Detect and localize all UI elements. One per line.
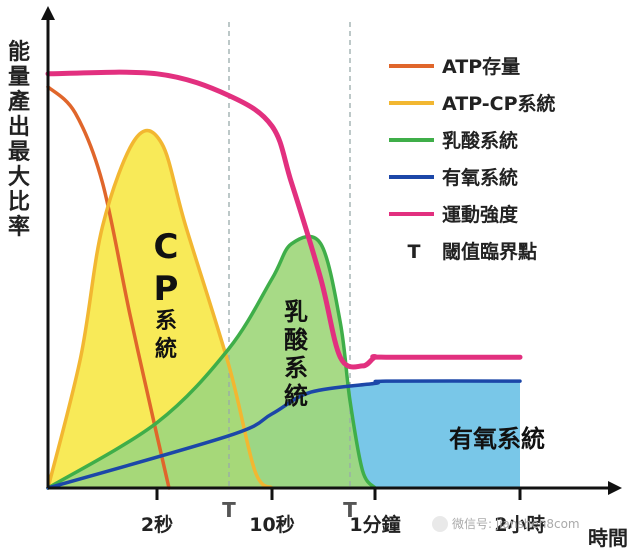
- legend-label-1: ATP-CP系統: [442, 92, 556, 115]
- series-line-0: [46, 85, 171, 490]
- x-tick-label-3: 2小時: [494, 514, 545, 536]
- x-tick-label-2: 1分鐘: [349, 513, 400, 536]
- aerobic-area-label: 有氧系統: [449, 425, 545, 453]
- lactic-label-char-1: 酸: [284, 326, 309, 354]
- wechat-icon: [432, 515, 448, 532]
- legend-label-2: 乳酸系統: [442, 129, 518, 152]
- series-line-3: [46, 379, 522, 490]
- x-axis-arrow: [608, 481, 622, 495]
- y-axis-label: 能量產出最大比率: [7, 40, 30, 240]
- watermark: 微信号: jianshen8com: [432, 515, 580, 532]
- legend-label-4: 運動強度: [442, 203, 519, 226]
- legend-symbol-5: T: [408, 241, 421, 263]
- legend-label-5: 閾值臨界點: [442, 240, 537, 263]
- threshold-label-1: T: [343, 498, 357, 522]
- cp-label-char-3: 統: [155, 336, 177, 362]
- x-axis-label: 時間: [588, 526, 628, 550]
- series-fill-2: [48, 236, 375, 488]
- series-line-2: [46, 234, 377, 490]
- watermark-text: 微信号: jianshen8com: [452, 517, 580, 531]
- lactic-label-char-3: 統: [284, 382, 308, 410]
- legend-label-0: ATP存量: [442, 55, 520, 78]
- lactic-label-char-2: 系: [284, 354, 308, 382]
- series-line-4: [45, 69, 523, 370]
- x-tick-label-1: 10秒: [249, 513, 294, 536]
- legend-label-3: 有氧系統: [442, 166, 518, 189]
- y-axis-arrow: [41, 6, 55, 20]
- series-line-1: [46, 128, 274, 490]
- cp-label-char-0: C: [154, 227, 179, 267]
- cp-label-char-2: 系: [155, 309, 177, 334]
- threshold-label-0: T: [222, 498, 236, 522]
- cp-label-char-1: P: [154, 269, 179, 309]
- lactic-label-char-0: 乳: [284, 298, 308, 326]
- x-tick-label-0: 2秒: [141, 513, 173, 536]
